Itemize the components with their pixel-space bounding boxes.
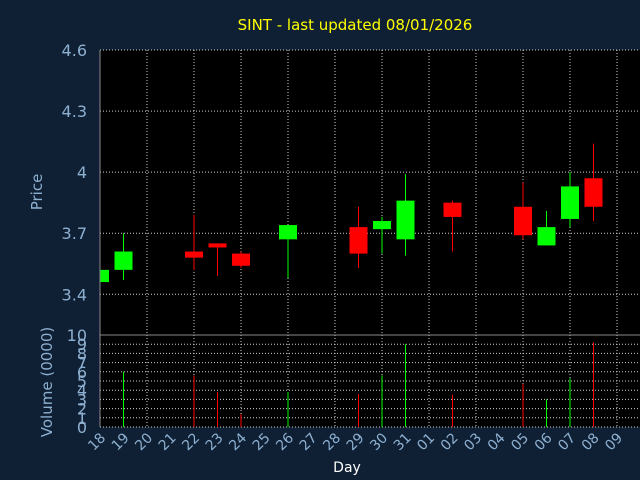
x-tick-label: 05 [508, 430, 532, 454]
price-tick-label: 3.7 [62, 224, 87, 243]
candle-body [561, 186, 579, 219]
x-tick-label: 18 [85, 430, 109, 454]
volume-tick-label: 3 [77, 390, 87, 409]
candle-body [279, 225, 297, 240]
x-tick-label: 04 [485, 430, 509, 454]
volume-tick-label: 6 [77, 363, 87, 382]
x-tick-label: 30 [367, 430, 391, 454]
volume-tick-label: 7 [77, 354, 87, 373]
price-tick-label: 4 [77, 163, 87, 182]
x-tick-label: 23 [203, 430, 227, 454]
candle-body [232, 253, 250, 266]
candle-body [537, 227, 556, 246]
volume-tick-label: 10 [67, 326, 87, 345]
candle-body [349, 227, 368, 254]
price-axis-label: Price [28, 174, 46, 211]
volume-tick-label: 0 [77, 418, 87, 437]
candle-body [584, 178, 603, 207]
price-tick-label: 4.6 [62, 41, 87, 60]
volume-axis-label: Volume (0000) [38, 327, 56, 437]
x-ticks: 18 19 20 21 22 23 24 25 26 27 28 29 30 31 01 02 03 04 05 06… [85, 430, 626, 454]
x-tick-label: 19 [109, 430, 133, 454]
volume-tick-label: 5 [77, 372, 87, 391]
volume-tick-label: 1 [77, 409, 87, 428]
chart-title: SINT - last updated 08/01/2026 [238, 16, 473, 34]
price-tick-label: 3.4 [62, 285, 87, 304]
candle-body [373, 221, 391, 230]
candles [99, 143, 603, 283]
price-panel: 3.4 3.7 4 4.3 4.6 [62, 41, 640, 335]
candle-body [514, 206, 532, 236]
x-tick-label: 29 [344, 430, 368, 454]
volume-tick-label: 2 [77, 400, 87, 419]
volume-tick-label: 8 [77, 344, 87, 363]
x-tick-label: 09 [602, 430, 626, 454]
x-tick-label: 02 [438, 430, 462, 454]
candle-body [185, 251, 203, 258]
price-tick-label: 4.3 [62, 102, 87, 121]
volume-bars [123, 342, 594, 427]
x-tick-label: 27 [297, 430, 321, 454]
x-tick-label: 26 [273, 430, 297, 454]
price-plot-area [100, 50, 640, 335]
candle-body [208, 243, 227, 248]
candle-body [396, 200, 415, 240]
x-tick-label: 25 [250, 430, 274, 454]
volume-grid [100, 334, 640, 428]
x-tick-label: 28 [320, 430, 344, 454]
volume-tick-label: 4 [77, 381, 87, 400]
x-axis-label: Day [333, 460, 361, 476]
candle-body [114, 251, 133, 270]
price-y-ticks: 3.4 3.7 4 4.3 4.6 [62, 41, 87, 304]
x-tick-label: 24 [226, 430, 250, 454]
candle-body [100, 269, 109, 283]
x-tick-label: 01 [414, 430, 438, 454]
x-tick-label: 20 [132, 430, 156, 454]
x-tick-label: 22 [179, 430, 203, 454]
x-tick-label: 06 [532, 430, 556, 454]
x-tick-label: 31 [391, 430, 415, 454]
x-tick-label: 08 [579, 430, 603, 454]
candle-body [443, 202, 462, 217]
x-tick-label: 03 [461, 430, 485, 454]
volume-tick-label: 9 [77, 335, 87, 354]
x-tick-label: 07 [555, 430, 579, 454]
x-tick-label: 21 [156, 430, 180, 454]
